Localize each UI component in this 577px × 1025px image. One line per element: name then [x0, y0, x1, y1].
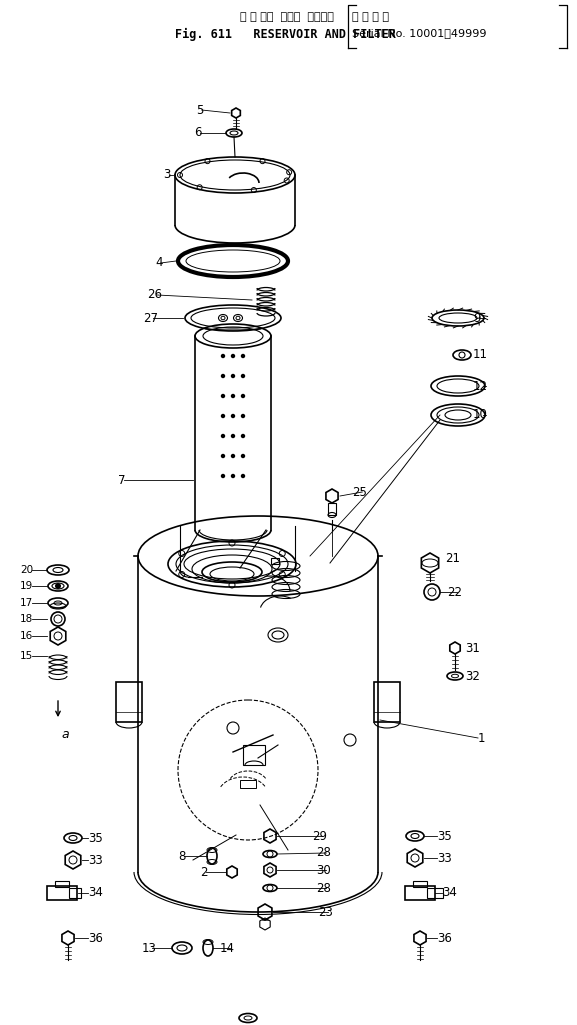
Text: 35: 35	[437, 829, 452, 843]
Circle shape	[221, 394, 225, 398]
Text: 27: 27	[143, 312, 158, 325]
Text: 20: 20	[20, 565, 33, 575]
Bar	[374, 682, 400, 722]
Circle shape	[221, 434, 225, 439]
Text: 18: 18	[20, 614, 33, 624]
Circle shape	[231, 374, 235, 378]
Text: 31: 31	[465, 642, 480, 655]
Circle shape	[241, 394, 245, 398]
Bar	[240, 780, 256, 788]
Bar	[243, 745, 265, 765]
Text: 23: 23	[318, 905, 333, 918]
Circle shape	[221, 374, 225, 378]
Text: 1: 1	[478, 732, 485, 744]
Text: 35: 35	[88, 831, 103, 845]
Text: 適 用 号 機: 適 用 号 機	[352, 12, 389, 22]
Circle shape	[241, 374, 245, 378]
Circle shape	[221, 454, 225, 458]
Text: 13: 13	[142, 942, 157, 954]
Bar	[427, 888, 443, 898]
Circle shape	[241, 354, 245, 358]
Text: 33: 33	[88, 854, 103, 866]
Text: 19: 19	[20, 581, 33, 591]
Text: 11: 11	[473, 348, 488, 362]
Circle shape	[231, 454, 235, 458]
Circle shape	[241, 454, 245, 458]
Bar	[413, 882, 427, 887]
Circle shape	[221, 414, 225, 418]
Text: 36: 36	[437, 932, 452, 944]
Text: 21: 21	[445, 551, 460, 565]
Bar	[328, 503, 336, 515]
Text: 8: 8	[178, 850, 185, 862]
Text: 4: 4	[155, 256, 163, 270]
Circle shape	[231, 394, 235, 398]
Circle shape	[231, 354, 235, 358]
Bar	[405, 886, 435, 900]
Circle shape	[241, 474, 245, 479]
Text: 25: 25	[352, 486, 367, 498]
Text: 36: 36	[88, 932, 103, 944]
Bar	[69, 888, 81, 898]
Text: 33: 33	[437, 852, 452, 864]
Text: 17: 17	[20, 598, 33, 608]
Text: 6: 6	[194, 126, 201, 139]
Text: 12: 12	[473, 379, 488, 393]
Text: 15: 15	[20, 651, 33, 661]
Text: 34: 34	[442, 887, 457, 900]
Bar	[116, 682, 142, 722]
Text: 28: 28	[316, 882, 331, 895]
Text: 14: 14	[220, 942, 235, 954]
Text: 5: 5	[196, 104, 203, 117]
Text: 16: 16	[20, 631, 33, 641]
Text: 10: 10	[473, 409, 488, 421]
Text: 29: 29	[312, 829, 327, 843]
Bar	[55, 882, 69, 887]
Text: 34: 34	[88, 887, 103, 900]
Text: 30: 30	[316, 863, 331, 876]
Circle shape	[231, 414, 235, 418]
Bar	[271, 558, 279, 564]
Circle shape	[231, 434, 235, 439]
Text: 7: 7	[118, 474, 126, 487]
Circle shape	[221, 474, 225, 479]
Circle shape	[231, 474, 235, 479]
Text: a: a	[61, 728, 69, 741]
Text: 9: 9	[473, 312, 481, 325]
Text: 22: 22	[447, 585, 462, 599]
Circle shape	[55, 583, 61, 589]
Bar	[47, 886, 77, 900]
Circle shape	[241, 414, 245, 418]
Text: 2: 2	[200, 865, 208, 878]
Circle shape	[221, 354, 225, 358]
Text: Serial No. 10001～49999: Serial No. 10001～49999	[352, 28, 486, 38]
Text: リ ザ ーバ  および  フィルタ: リ ザ ーバ および フィルタ	[240, 12, 334, 22]
Text: Fig. 611   RESERVOIR AND FILTER: Fig. 611 RESERVOIR AND FILTER	[175, 28, 396, 41]
Text: 28: 28	[316, 847, 331, 860]
Circle shape	[241, 434, 245, 439]
Text: 3: 3	[163, 168, 170, 181]
Text: 26: 26	[147, 288, 162, 301]
Text: 32: 32	[465, 669, 480, 683]
